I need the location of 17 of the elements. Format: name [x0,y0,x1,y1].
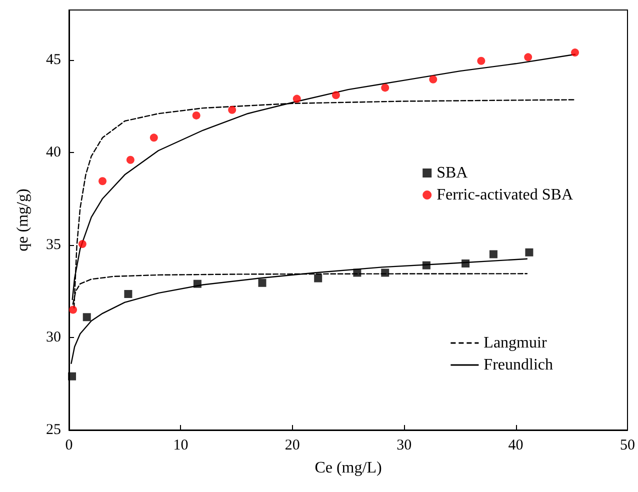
x-tick-label: 40 [508,438,524,454]
legend-label: SBA [436,164,468,182]
x-tick-label: 10 [173,438,188,454]
y-tick-label: 30 [46,329,61,346]
y-tick-label: 25 [46,422,61,438]
x-tick-label: 20 [284,438,300,454]
y-tick-label: 35 [46,236,61,253]
y-tick-label: 40 [46,144,61,160]
x-tick-label: 0 [65,438,73,454]
legend-label: Freundlich [484,356,554,374]
x-axis-title: Ce (mg/L) [314,460,382,476]
legend-label: Ferric-activated SBA [436,186,574,204]
x-tick-label: 30 [396,438,412,454]
y-tick-label: 45 [46,52,61,68]
y-axis-title: qe (mg/g) [14,188,32,252]
legend-label: Langmuir [484,334,548,352]
x-tick-label: 50 [620,438,635,454]
